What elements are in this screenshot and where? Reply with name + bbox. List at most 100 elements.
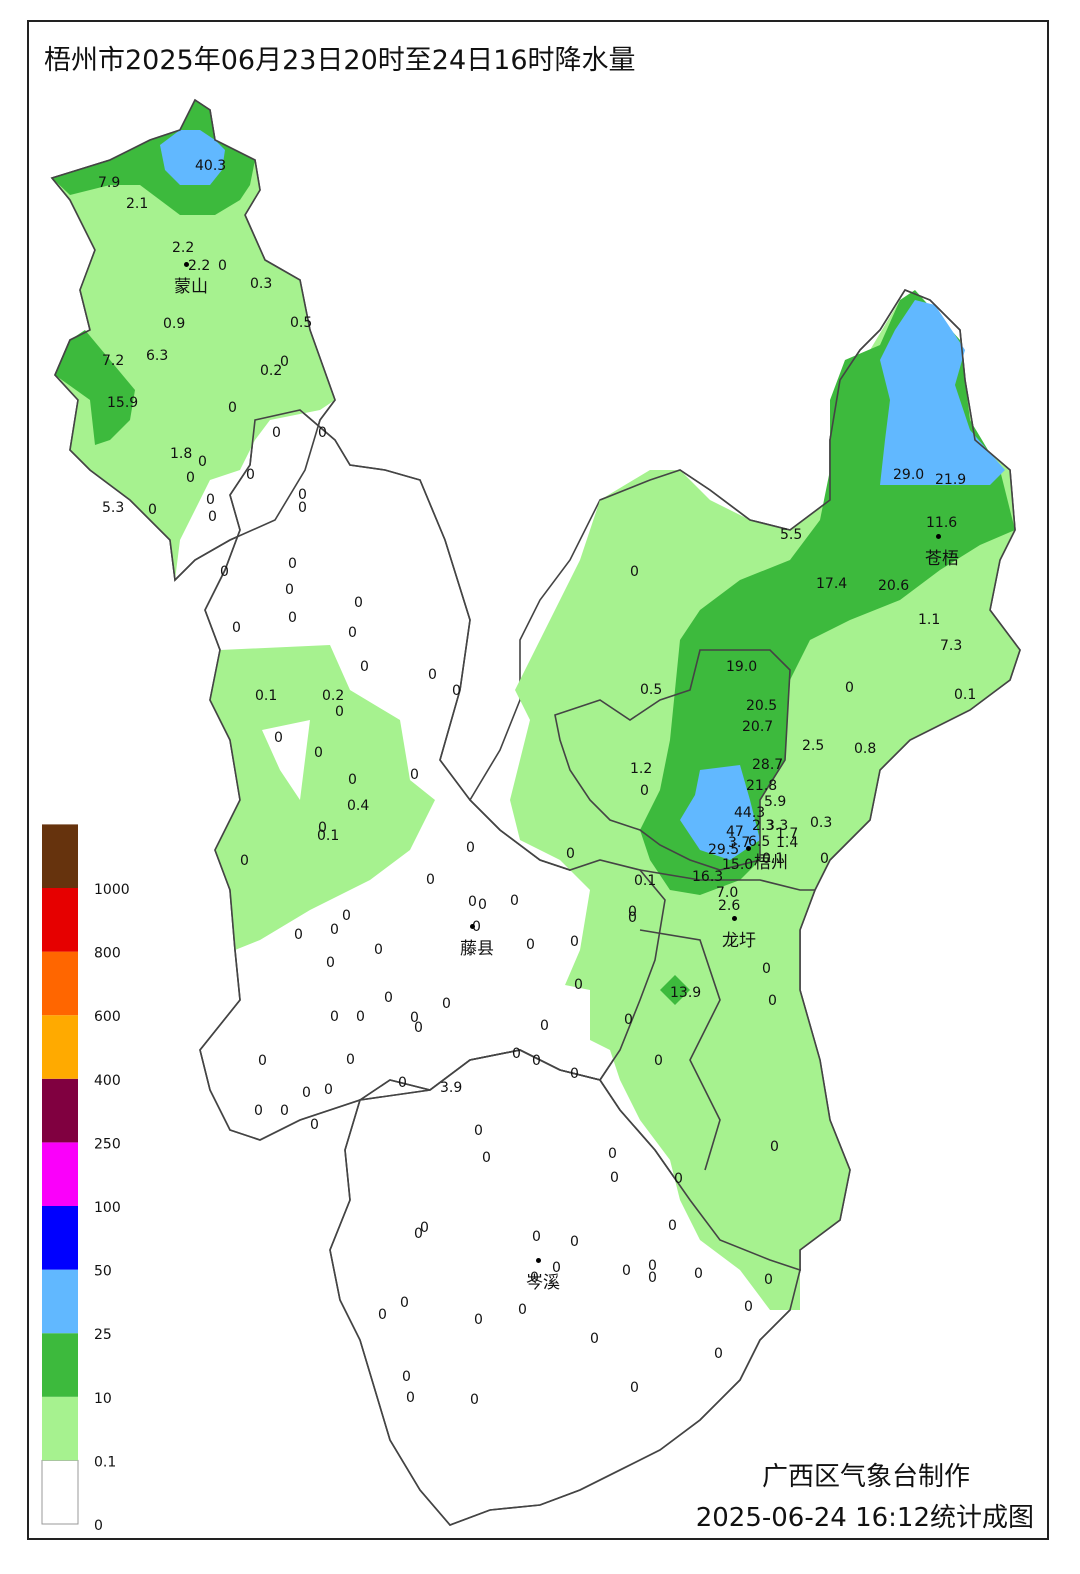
- station-value: 0: [570, 934, 579, 950]
- station-value: 0: [474, 1312, 483, 1328]
- station-value: 15.9: [107, 395, 139, 411]
- station-value: 2.2: [172, 240, 195, 256]
- station-value: 20.7: [742, 719, 774, 735]
- station-value: 19.0: [726, 659, 758, 675]
- station-value: 0: [330, 922, 339, 938]
- station-value: 0: [272, 425, 281, 441]
- credit-issuer: 广西区气象台制作: [761, 1462, 970, 1492]
- station-value: 40.3: [195, 158, 227, 174]
- station-value: 0: [302, 1085, 311, 1101]
- station-value: 5.9: [764, 794, 787, 810]
- station-value: 0: [246, 467, 255, 483]
- station-value: 0: [624, 1012, 633, 1028]
- station-value: 0: [258, 1053, 267, 1069]
- station-value: 0: [768, 993, 777, 1009]
- station-value: 0: [590, 1331, 599, 1347]
- station-value: 0: [552, 1260, 561, 1276]
- station-value: 28.7: [752, 757, 784, 773]
- station-value: 0: [472, 919, 481, 935]
- station-value: 0: [228, 400, 237, 416]
- station-value: 0: [512, 1046, 521, 1062]
- station-value: 1.4: [776, 835, 799, 851]
- city-dot: [746, 846, 751, 851]
- city-label: 蒙山: [174, 277, 208, 297]
- station-value: 5.5: [780, 527, 803, 543]
- station-value: 0: [310, 1117, 319, 1133]
- station-value: 0: [294, 927, 303, 943]
- station-value: 0.1: [954, 687, 977, 703]
- city-label: 岑溪: [526, 1273, 560, 1293]
- station-value: 0: [206, 492, 215, 508]
- station-value: 0: [326, 955, 335, 971]
- station-value: 0.3: [810, 815, 833, 831]
- station-value: 0: [254, 1103, 263, 1119]
- station-value: 0: [570, 1234, 579, 1250]
- boundaries: [50, 98, 1021, 1526]
- station-value: 0: [218, 258, 227, 274]
- station-value: 0: [630, 564, 639, 580]
- station-value: 0.4: [347, 798, 370, 814]
- city-dot: [184, 262, 189, 267]
- station-value: 1.7: [776, 826, 799, 842]
- station-value: 0: [744, 1299, 753, 1315]
- station-value: 0: [348, 625, 357, 641]
- station-value: 0: [714, 1346, 723, 1362]
- station-value: 2.6: [718, 898, 741, 914]
- station-value: 0: [628, 904, 637, 920]
- station-value: 0.1: [317, 828, 340, 844]
- station-value: 0: [410, 1010, 419, 1026]
- station-value: 0: [330, 1009, 339, 1025]
- station-value: 0: [198, 454, 207, 470]
- station-value: 0: [570, 1066, 579, 1082]
- station-value: 0: [530, 1270, 539, 1286]
- station-value: 0: [470, 1392, 479, 1408]
- station-value: 0: [220, 564, 229, 580]
- station-value: 5.3: [102, 500, 125, 516]
- station-value: 0: [240, 853, 249, 869]
- station-value: 0: [452, 683, 461, 699]
- station-value: 0: [420, 1220, 429, 1236]
- station-value: 0: [402, 1369, 411, 1385]
- station-value: 0: [285, 582, 294, 598]
- station-value: 0: [510, 893, 519, 909]
- station-value: 0: [770, 1139, 779, 1155]
- station-value: 0: [764, 1272, 773, 1288]
- station-value: 0: [574, 977, 583, 993]
- city-dot: [536, 1258, 541, 1263]
- station-value: 0: [324, 1082, 333, 1098]
- station-value: 6.3: [146, 348, 169, 364]
- station-value: 0: [482, 1150, 491, 1166]
- station-value: 0: [526, 937, 535, 953]
- city-dot: [470, 924, 475, 929]
- city-label: 苍梧: [925, 549, 959, 569]
- station-value: 0.8: [854, 741, 877, 757]
- station-value: 20.6: [878, 578, 910, 594]
- station-value: 0: [360, 659, 369, 675]
- station-value: 0: [820, 851, 829, 867]
- station-value: 0: [406, 1390, 415, 1406]
- station-value: 17.4: [816, 576, 848, 592]
- station-value: 0: [628, 910, 637, 926]
- station-value: 0.3: [250, 276, 273, 292]
- station-value: 0: [468, 894, 477, 910]
- station-value: 0: [426, 872, 435, 888]
- station-value: 0.5: [640, 682, 663, 698]
- station-value: 7.9: [98, 175, 121, 191]
- station-value: 0: [762, 961, 771, 977]
- station-value: 2.1: [126, 196, 149, 212]
- station-value: 0: [654, 1053, 663, 1069]
- station-value: 0: [384, 990, 393, 1006]
- station-value: 11.6: [926, 515, 958, 531]
- station-value: 0: [668, 1218, 677, 1234]
- station-value: 0: [335, 704, 344, 720]
- station-value: 0: [318, 820, 327, 836]
- station-value: 0: [478, 897, 487, 913]
- station-value: 44.3: [734, 805, 766, 821]
- station-value: 0: [318, 425, 327, 441]
- station-value: 0: [648, 1258, 657, 1274]
- station-value: 29.5: [708, 842, 740, 858]
- station-value: 0: [348, 772, 357, 788]
- station-value: 0: [540, 1018, 549, 1034]
- station-value: 7.3: [940, 638, 963, 654]
- station-value: 21.9: [935, 472, 967, 488]
